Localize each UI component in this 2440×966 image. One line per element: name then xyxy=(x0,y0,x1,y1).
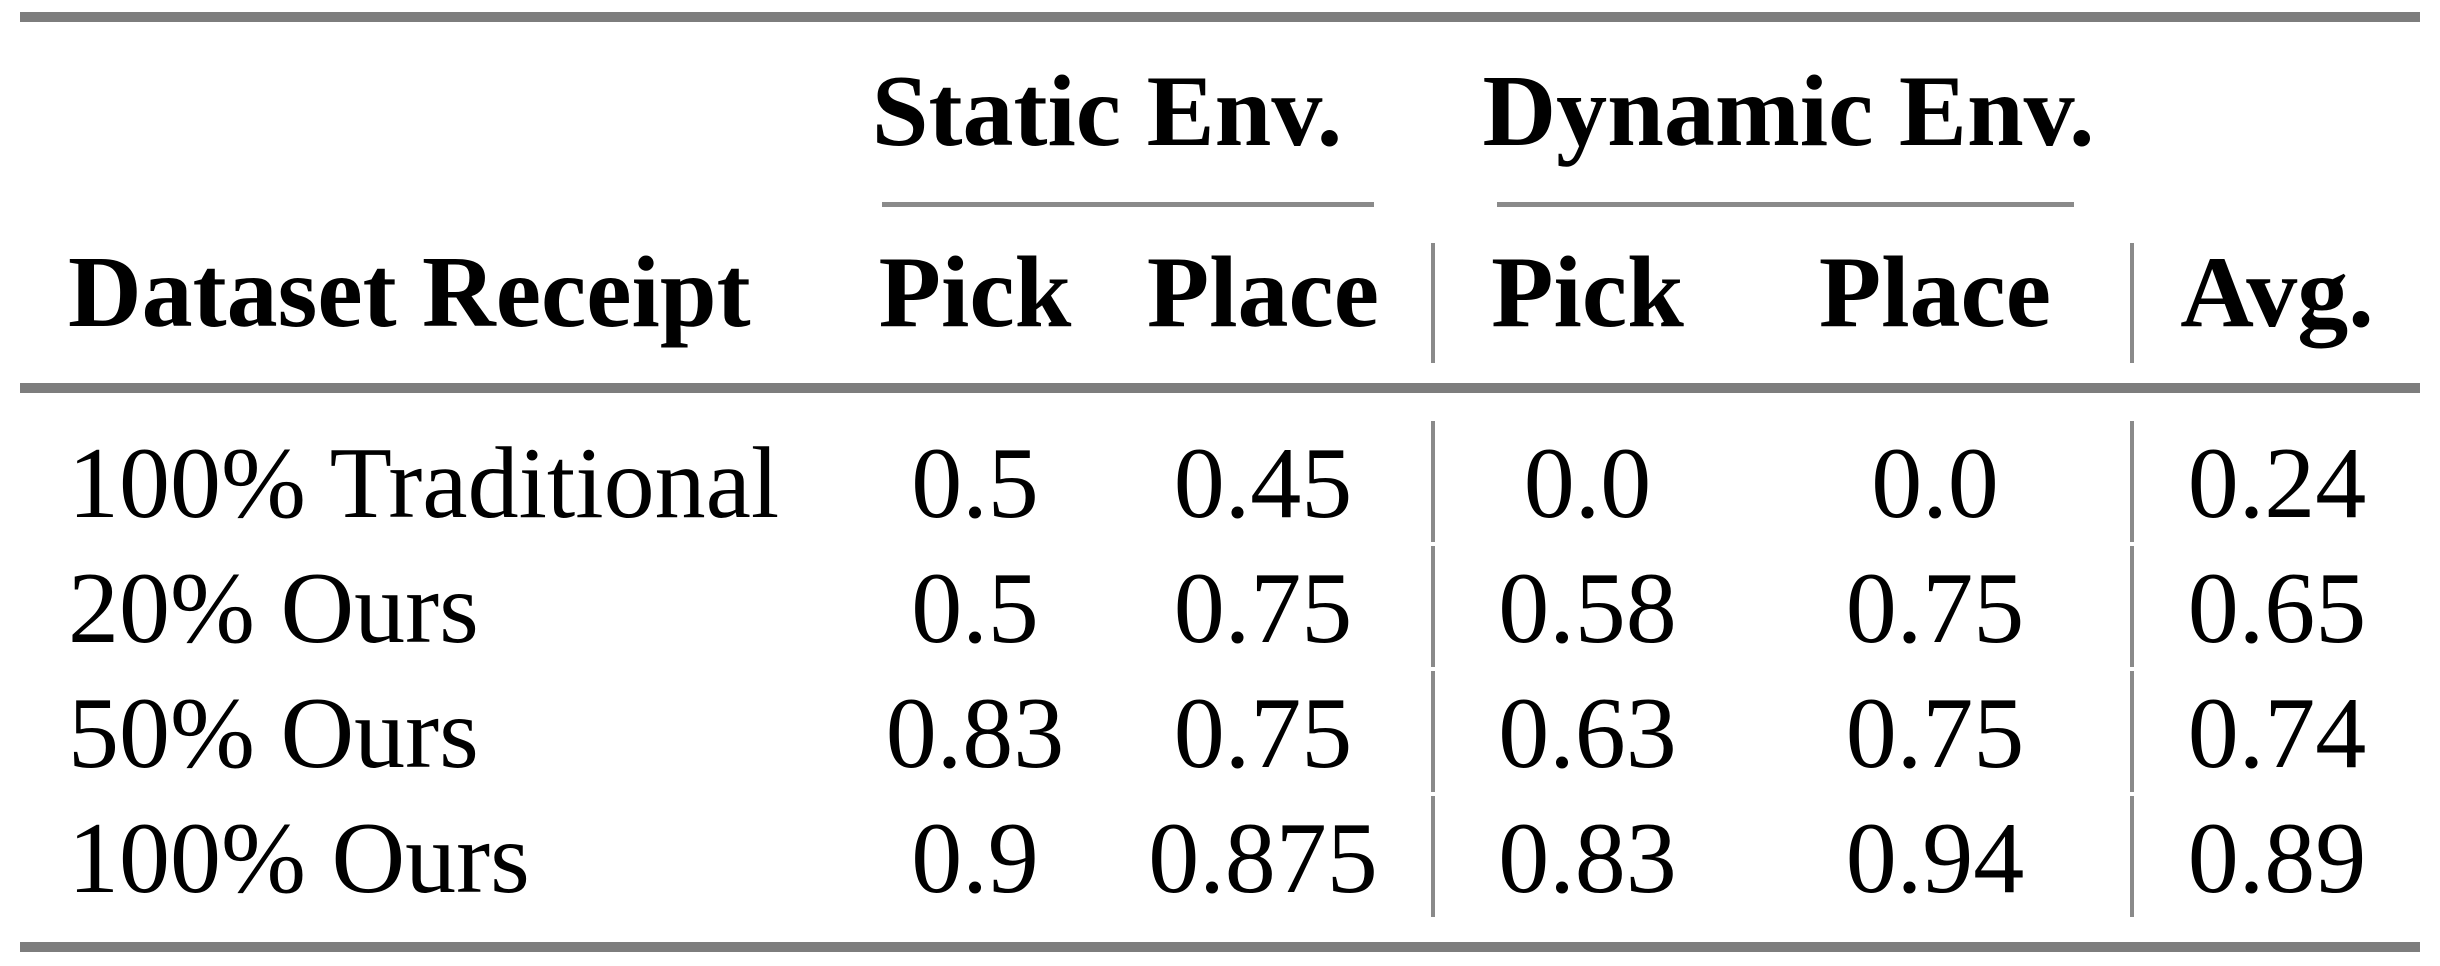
dynamic-place-value: 0.75 xyxy=(1845,676,2025,790)
row-label: 50% Ours xyxy=(68,676,479,790)
header-row: Dataset Receipt Pick Place Pick Place Av… xyxy=(20,202,2420,383)
vertical-separator xyxy=(1431,546,1435,667)
vertical-separator xyxy=(1431,671,1435,792)
vertical-separator xyxy=(2130,546,2134,667)
vertical-separator xyxy=(1431,421,1435,542)
avg-value: 0.89 xyxy=(2187,801,2367,915)
static-pick-value: 0.9 xyxy=(911,801,1039,915)
dynamic-place-value: 0.0 xyxy=(1871,426,1999,540)
vertical-separator xyxy=(2130,671,2134,792)
static-env-group-header: Static Env. xyxy=(871,55,1343,168)
static-pick-value: 0.5 xyxy=(911,551,1039,665)
vertical-separator xyxy=(2130,421,2134,542)
top-rule xyxy=(20,12,2420,22)
dynamic-pick-value: 0.83 xyxy=(1498,801,1677,915)
static-pick-value: 0.5 xyxy=(911,426,1039,540)
avg-value: 0.24 xyxy=(2187,426,2367,540)
col-header-dynamic-pick: Pick xyxy=(1491,235,1684,349)
dynamic-env-underline-rule xyxy=(1497,202,2074,207)
dynamic-env-group-header: Dynamic Env. xyxy=(1482,55,2095,168)
vertical-separator xyxy=(2130,796,2134,917)
row-label: 100% Traditional xyxy=(68,426,780,540)
col-header-dynamic-place: Place xyxy=(1818,235,2052,349)
static-place-value: 0.75 xyxy=(1173,676,1353,790)
row-label: 20% Ours xyxy=(68,551,479,665)
vertical-separator xyxy=(1431,243,1435,363)
avg-value: 0.65 xyxy=(2187,551,2367,665)
col-header-dataset-receipt: Dataset Receipt xyxy=(68,235,751,349)
col-header-static-place: Place xyxy=(1146,235,1380,349)
static-place-value: 0.75 xyxy=(1173,551,1353,665)
table-row: 50% Ours 0.83 0.75 0.63 0.75 0.74 xyxy=(20,671,2420,796)
row-label: 100% Ours xyxy=(68,801,530,915)
dynamic-place-value: 0.94 xyxy=(1845,801,2025,915)
dynamic-pick-value: 0.58 xyxy=(1498,551,1677,665)
vertical-separator xyxy=(1431,796,1435,917)
dynamic-pick-value: 0.63 xyxy=(1498,676,1677,790)
static-place-value: 0.45 xyxy=(1173,426,1353,540)
static-env-underline-rule xyxy=(882,202,1374,207)
column-group-header-row: Static Env. Dynamic Env. xyxy=(20,22,2420,202)
static-pick-value: 0.83 xyxy=(885,676,1065,790)
header-separator-rule xyxy=(20,383,2420,393)
table-row: 100% Ours 0.9 0.875 0.83 0.94 0.89 xyxy=(20,796,2420,921)
bottom-rule xyxy=(20,942,2420,952)
dynamic-pick-value: 0.0 xyxy=(1523,426,1652,540)
avg-value: 0.74 xyxy=(2187,676,2367,790)
vertical-separator xyxy=(2130,243,2134,363)
static-place-value: 0.875 xyxy=(1148,801,1378,915)
results-table: Static Env. Dynamic Env. Dataset Receipt… xyxy=(20,0,2420,966)
table-row: 100% Traditional 0.5 0.45 0.0 0.0 0.24 xyxy=(20,421,2420,546)
dynamic-place-value: 0.75 xyxy=(1845,551,2025,665)
col-header-static-pick: Pick xyxy=(878,235,1072,349)
col-header-avg: Avg. xyxy=(2180,235,2374,349)
table-row: 20% Ours 0.5 0.75 0.58 0.75 0.65 xyxy=(20,546,2420,671)
